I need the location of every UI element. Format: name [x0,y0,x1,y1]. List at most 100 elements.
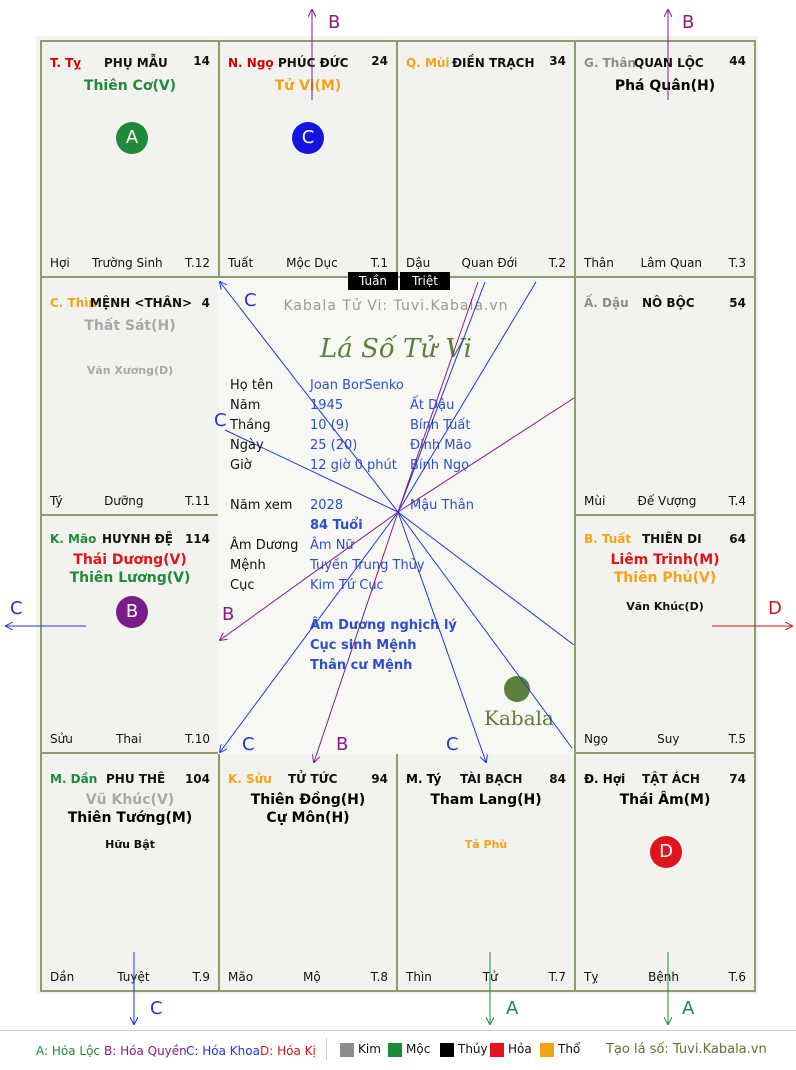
legend-element-label: Kim [358,1042,381,1056]
palace-thien-di[interactable]: B. Tuất THIÊN DI 64 Liêm Trinh(M) Thiên … [574,514,756,754]
palace-name: PHỤ MẪU [104,56,168,70]
info-label: Năm xem [230,498,293,513]
palace-stage: Quan Đới [461,256,518,270]
info-label: Mệnh [230,558,266,573]
main-star: Tham Lang(H) [430,792,542,808]
palace-index: T.6 [728,970,746,984]
color-swatch [440,1042,454,1057]
palace-dien-trach[interactable]: Q. Mùi ĐIỀN TRẠCH 34 Dậu Quan Đới T.2 [396,40,576,278]
info-value: Âm Nữ [310,538,354,553]
palace-footer: Tỵ Bệnh T.6 [584,970,746,984]
palace-no-boc[interactable]: Ấ. Dậu NÔ BỘC 54 Mùi Đế Vượng T.4 [574,276,756,516]
palace-index: T.7 [548,970,566,984]
palace-name: HUYNH ĐỆ [102,532,173,546]
arrow-letter: B [682,12,694,33]
minor-star: Tả Phù [464,838,508,851]
main-star: Thái Âm(M) [619,792,711,808]
palace-can: N. Ngọ [228,56,274,70]
palace-phuc-duc[interactable]: N. Ngọ PHÚC ĐỨC 24 Tử Vi(M) C Tuất Mộc D… [218,40,398,278]
main-star: Vũ Khúc(V) [85,792,175,808]
watermark-text: Kabala Tử Vi: Tuvi.Kabala.vn [283,298,509,314]
legend-hoa-quyen: B: Hóa Quyền [104,1044,187,1058]
legend-hoa-khoa: C: Hóa Khoa [186,1044,260,1058]
hoa-quyen-badge: B [116,596,148,628]
main-star: Liêm Trinh(M) [610,552,720,568]
legend-site-link[interactable]: Tạo lá số: Tuvi.Kabala.vn [606,1042,767,1057]
info-value: Joan BorSenko [310,378,404,393]
palace-menh[interactable]: C. Thìn MỆNH <THÂN> 4 Thất Sát(H) Văn Xư… [40,276,220,516]
palace-name: THIÊN DI [642,532,702,546]
legend-element-label: Thổ [558,1042,581,1056]
palace-stage: Dưỡng [104,494,144,508]
palace-can: K. Mão [50,532,97,546]
legend-bar: A: Hóa Lộc B: Hóa Quyền C: Hóa Khoa D: H… [0,1032,796,1070]
palace-number: 4 [201,296,210,310]
palace-branch: Sửu [50,732,73,746]
arrow-letter: A [506,998,519,1019]
hoa-ki-badge: D [650,836,682,868]
palace-footer: Tý Dưỡng T.11 [50,494,210,508]
palace-footer: Thìn Tử T.7 [406,970,566,984]
palace-stage: Mộc Dục [286,256,338,270]
palace-phu-the[interactable]: M. Dần PHU THÊ 104 Vũ Khúc(V) Thiên Tướn… [40,752,220,992]
legend-thuy: Thủy [440,1042,488,1057]
arrow-letter: A [682,998,695,1019]
palace-index: T.3 [728,256,746,270]
palace-footer: Ngọ Suy T.5 [584,732,746,746]
color-swatch [540,1042,554,1057]
minor-star: Văn Khúc(D) [626,600,704,613]
main-star: Thái Dương(V) [73,552,187,568]
palace-stage: Tử [482,970,498,984]
kabala-logo-text: Kabala [484,706,554,730]
palace-name: TẬT ÁCH [642,772,700,786]
palace-footer: Mùi Đế Vượng T.4 [584,494,746,508]
palace-tai-bach[interactable]: M. Tý TÀI BẠCH 84 Tham Lang(H) Tả Phù Th… [396,752,576,992]
palace-branch: Tý [50,494,63,508]
palace-name: ĐIỀN TRẠCH [452,56,535,70]
info-value: 1945 [310,398,344,413]
palace-tu-tuc[interactable]: K. Sửu TỬ TỨC 94 Thiên Đồng(H) Cự Môn(H)… [218,752,398,992]
info-value: 12 giờ 0 phút [310,458,397,473]
palace-can: Ấ. Dậu [584,296,629,310]
palace-stage: Thai [116,732,142,746]
palace-branch: Mùi [584,494,606,508]
palace-index: T.8 [370,970,388,984]
palace-huynh-de[interactable]: K. Mão HUYNH ĐỆ 114 Thái Dương(V) Thiên … [40,514,220,754]
palace-branch: Mão [228,970,254,984]
palace-name: TỬ TỨC [288,772,338,786]
legend-separator [326,1038,327,1060]
info-label: Giờ [230,458,252,473]
info-value-can-chi: Ất Dậu [410,398,455,413]
palace-number: 114 [184,532,210,546]
legend-tho: Thổ [540,1042,580,1057]
legend-divider [0,1030,796,1031]
palace-quan-loc[interactable]: G. Thân QUAN LỘC 44 Phá Quân(H) Thân Lâm… [574,40,756,278]
palace-branch: Hợi [50,256,70,270]
arrow-letter: D [768,598,782,619]
info-value-can-chi: Bính Ngọ [410,458,470,473]
kabala-logo-icon [504,676,530,702]
palace-tat-ach[interactable]: Đ. Hợi TẬT ÁCH 74 Thái Âm(M) D Tỵ Bệnh T… [574,752,756,992]
palace-branch: Dần [50,970,75,984]
palace-phu-mau[interactable]: T. Tỵ PHỤ MẪU 14 Thiên Cơ(V) A Hợi Trườn… [40,40,220,278]
chart-title: Lá Số Tử Vi [319,334,472,364]
info-label: Họ tên [230,378,274,393]
legend-hoa-loc: A: Hóa Lộc [36,1044,101,1058]
palace-name: PHÚC ĐỨC [278,56,349,70]
palace-branch: Thìn [406,970,432,984]
palace-index: T.12 [184,256,210,270]
palace-footer: Dần Tuyệt T.9 [50,970,210,984]
palace-can: T. Tỵ [50,56,82,70]
palace-branch: Tỵ [584,970,599,984]
palace-number: 14 [193,54,210,68]
palace-can: C. Thìn [50,296,97,310]
main-star: Tử Vi(M) [274,78,342,94]
legend-hoa: Hỏa [490,1042,532,1057]
arrow-letter: C [10,598,23,619]
info-label: Tháng [230,418,271,433]
info-label: Ngày [230,438,264,453]
palace-index: T.2 [548,256,566,270]
minor-star: Hữu Bật [105,838,155,851]
palace-stage: Trường Sinh [92,256,163,270]
